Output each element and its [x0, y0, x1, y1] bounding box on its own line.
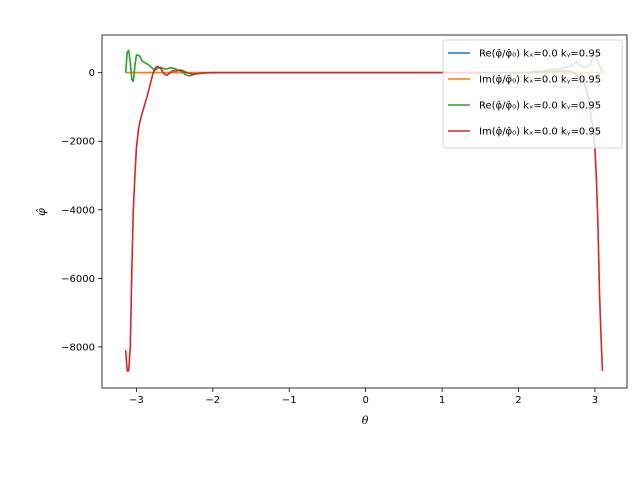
y-tick-label: −2000	[61, 137, 95, 148]
legend-entry-1: Re(φ̂/φ̂₀) kₓ=0.0 kᵧ=0.95	[479, 48, 601, 60]
y-tick-label: −4000	[61, 205, 95, 216]
legend-box	[442, 39, 623, 149]
legend-entry-3: Re(φ̂/φ̂₀) kₓ=0.0 kᵧ=0.95	[479, 100, 601, 112]
x-tick-label: −2	[205, 395, 220, 406]
x-tick-label: −1	[282, 395, 297, 406]
x-axis-label: θ	[362, 414, 369, 427]
x-tick-label: 3	[592, 395, 598, 406]
y-tick-label: −6000	[61, 274, 95, 285]
x-tick-label: 2	[515, 395, 521, 406]
y-axis-label: φ̂	[35, 208, 48, 216]
x-axis: −3 −2 −1 0 1 2 3	[129, 388, 598, 406]
legend-entry-2: Im(φ̂/φ̂₀) kₓ=0.0 kᵧ=0.95	[479, 74, 601, 86]
plot-frame	[101, 34, 628, 389]
x-tick-label: −3	[129, 395, 144, 406]
x-tick-label: 1	[439, 395, 445, 406]
y-tick-label: 0	[89, 68, 95, 79]
y-axis: −8000 −6000 −4000 −2000 0	[61, 68, 102, 353]
x-tick-label: 0	[362, 395, 368, 406]
y-tick-label: −8000	[61, 342, 95, 353]
legend: Re(φ̂/φ̂₀) kₓ=0.0 kᵧ=0.95 Im(φ̂/φ̂₀) kₓ=0…	[442, 39, 623, 149]
legend-entry-4: Im(φ̂/φ̂₀) kₓ=0.0 kᵧ=0.95	[479, 126, 601, 138]
